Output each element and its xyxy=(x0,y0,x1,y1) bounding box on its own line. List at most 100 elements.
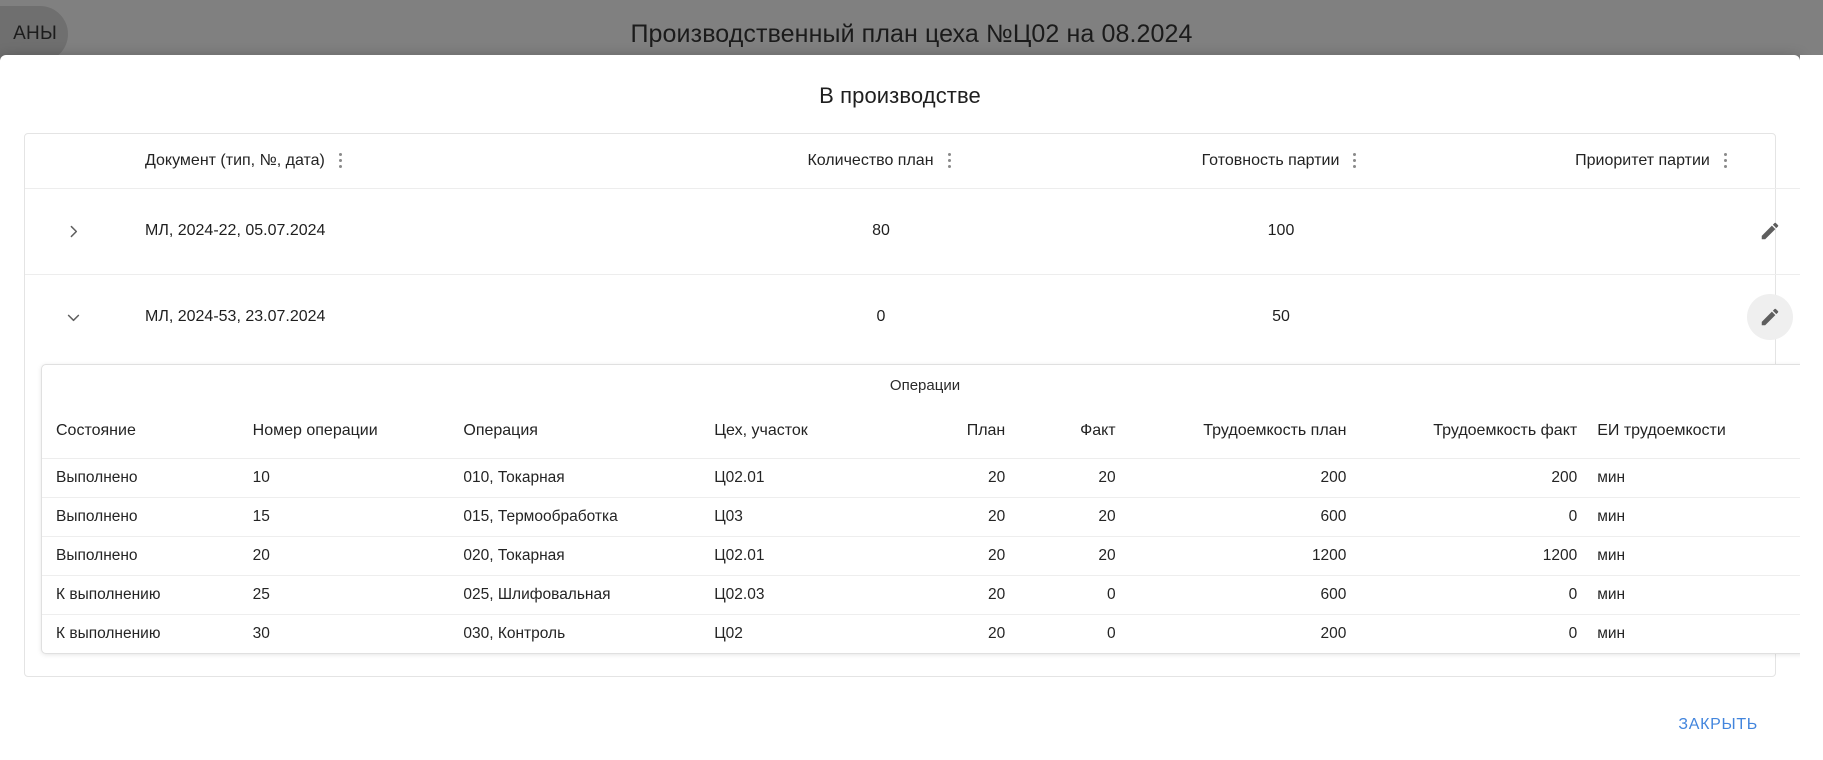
column-header-document-label: Документ (тип, №, дата) xyxy=(145,151,325,169)
op-cell-labor-fact: 0 xyxy=(1356,497,1588,537)
op-cell-unit: мин xyxy=(1587,575,1800,615)
expand-column-header xyxy=(25,134,121,189)
operations-header-row: Состояние Номер операции Операция Цех, у… xyxy=(42,404,1800,459)
background-chip-label: АНЫ xyxy=(13,23,57,44)
column-header-batch-priority[interactable]: Приоритет партии xyxy=(1481,134,1800,189)
op-cell-fact: 20 xyxy=(1015,497,1126,537)
kebab-menu-icon[interactable] xyxy=(944,151,955,170)
op-cell-state: Выполнено xyxy=(42,536,243,576)
cell-document: МЛ, 2024-22, 05.07.2024 xyxy=(145,222,326,239)
table-row[interactable]: К выполнению 25 025, Шлифовальная Ц02.03… xyxy=(42,575,1800,615)
op-cell-labor-fact: 0 xyxy=(1568,624,1578,642)
op-cell-shop-area: Ц02.01 xyxy=(704,458,905,498)
expand-cell[interactable] xyxy=(25,273,121,360)
op-cell-fact: 0 xyxy=(1107,624,1116,642)
op-cell-labor-fact: 0 xyxy=(1356,575,1588,615)
op-cell-labor-plan: 600 xyxy=(1125,497,1357,537)
table-row[interactable]: МЛ, 2024-53, 23.07.2024 0 50 xyxy=(25,273,1800,360)
column-header-quantity-plan-label: Количество план xyxy=(807,151,934,169)
op-cell-operation: 025, Шлифовальная xyxy=(453,575,705,615)
op-column-labor-fact: Трудоемкость факт xyxy=(1356,404,1588,459)
op-column-number: Номер операции xyxy=(242,404,454,459)
op-cell-shop-area: Ц02 xyxy=(714,624,743,642)
op-cell-shop-area: Ц02.03 xyxy=(704,575,905,615)
op-cell-operation: 010, Токарная xyxy=(453,458,705,498)
op-cell-number: 25 xyxy=(242,575,454,615)
close-button[interactable]: ЗАКРЫТЬ xyxy=(1670,707,1766,743)
cell-batch-priority xyxy=(1481,188,1800,274)
op-column-unit: ЕИ трудоемкости xyxy=(1587,404,1800,459)
dialog-sheet: В производстве Документ (тип, №, дата) xyxy=(0,55,1800,760)
background-chip: АНЫ xyxy=(0,6,68,62)
operations-table: Состояние Номер операции Операция Цех, у… xyxy=(42,404,1800,653)
op-cell-state: Выполнено xyxy=(42,458,243,498)
batches-table-head: Документ (тип, №, дата) Количество план xyxy=(25,134,1800,189)
section-subtitle-text: В производстве xyxy=(819,83,981,108)
operations-table-head: Состояние Номер операции Операция Цех, у… xyxy=(42,404,1800,459)
op-column-state: Состояние xyxy=(42,404,243,459)
table-row[interactable]: К выполнению 30 030, Контроль Ц02 20 0 2… xyxy=(42,614,1800,653)
page-title: Производственный план цеха №Ц02 на 08.20… xyxy=(0,0,1823,68)
pencil-icon[interactable] xyxy=(1747,294,1793,341)
operations-panel: Операции Состояние xyxy=(41,364,1800,654)
kebab-menu-icon[interactable] xyxy=(1349,151,1360,170)
batches-table-body: МЛ, 2024-22, 05.07.2024 80 100 xyxy=(25,188,1800,676)
table-row[interactable]: Выполнено 10 010, Токарная Ц02.01 20 20 … xyxy=(42,458,1800,498)
cell-batch-readiness: 50 xyxy=(1081,273,1481,360)
chevron-down-icon[interactable] xyxy=(56,300,90,334)
op-cell-labor-fact: 200 xyxy=(1356,458,1588,498)
kebab-menu-icon[interactable] xyxy=(1720,151,1731,170)
cell-document: МЛ, 2024-53, 23.07.2024 xyxy=(121,273,681,360)
cell-quantity-plan: 0 xyxy=(681,273,1081,360)
op-cell-operation: 015, Термообработка xyxy=(453,497,705,537)
scroll-gutter xyxy=(1800,55,1823,760)
batches-card: Документ (тип, №, дата) Количество план xyxy=(24,133,1800,677)
operations-detail-cell: Операции Состояние xyxy=(25,360,1800,676)
op-cell-number: 10 xyxy=(242,458,454,498)
op-cell-fact: 0 xyxy=(1015,575,1126,615)
op-cell-labor-plan: 1200 xyxy=(1125,536,1357,576)
op-cell-unit: мин xyxy=(1587,458,1800,498)
op-cell-shop-area: Ц03 xyxy=(704,497,905,537)
operations-detail-row: Операции Состояние xyxy=(25,360,1800,676)
op-cell-state: К выполнению xyxy=(42,575,243,615)
column-header-batch-priority-label: Приоритет партии xyxy=(1575,151,1710,169)
op-cell-number: 15 xyxy=(242,497,454,537)
pencil-icon[interactable] xyxy=(1747,208,1793,254)
op-cell-fact: 20 xyxy=(1015,536,1126,576)
column-header-quantity-plan[interactable]: Количество план xyxy=(681,134,1081,189)
op-column-labor-plan: Трудоемкость план xyxy=(1125,404,1357,459)
batches-header-row: Документ (тип, №, дата) Количество план xyxy=(25,134,1800,189)
op-cell-fact: 20 xyxy=(1015,458,1126,498)
op-cell-operation: 030, Контроль xyxy=(463,624,566,642)
table-row[interactable]: Выполнено 15 015, Термообработка Ц03 20 … xyxy=(42,497,1800,537)
op-cell-number: 20 xyxy=(242,536,454,576)
op-cell-operation: 020, Токарная xyxy=(453,536,705,576)
op-cell-labor-plan: 600 xyxy=(1125,575,1357,615)
cell-quantity-plan: 80 xyxy=(872,222,890,239)
op-cell-plan: 20 xyxy=(904,536,1016,576)
column-header-document[interactable]: Документ (тип, №, дата) xyxy=(121,134,681,189)
dialog-footer: ЗАКРЫТЬ xyxy=(0,690,1800,760)
op-cell-number: 30 xyxy=(252,624,270,642)
op-cell-state: К выполнению xyxy=(56,624,161,642)
operations-table-body: Выполнено 10 010, Токарная Ц02.01 20 20 … xyxy=(42,458,1800,653)
batches-table: Документ (тип, №, дата) Количество план xyxy=(25,134,1800,676)
table-row[interactable]: МЛ, 2024-22, 05.07.2024 80 100 xyxy=(25,188,1800,274)
op-column-operation: Операция xyxy=(453,404,705,459)
op-cell-plan: 20 xyxy=(904,497,1016,537)
op-cell-shop-area: Ц02.01 xyxy=(704,536,905,576)
op-cell-plan: 20 xyxy=(904,575,1016,615)
column-header-batch-readiness[interactable]: Готовность партии xyxy=(1081,134,1481,189)
cell-batch-readiness: 100 xyxy=(1267,222,1295,239)
expand-cell[interactable] xyxy=(25,188,121,274)
kebab-menu-icon[interactable] xyxy=(335,151,346,170)
table-row[interactable]: Выполнено 20 020, Токарная Ц02.01 20 20 … xyxy=(42,536,1800,576)
chevron-right-icon[interactable] xyxy=(56,214,90,248)
op-column-fact: Факт xyxy=(1015,404,1126,459)
op-cell-unit: мин xyxy=(1597,624,1626,642)
op-cell-plan: 20 xyxy=(988,624,1006,642)
op-column-shop-area: Цех, участок xyxy=(704,404,905,459)
op-cell-unit: мин xyxy=(1587,497,1800,537)
